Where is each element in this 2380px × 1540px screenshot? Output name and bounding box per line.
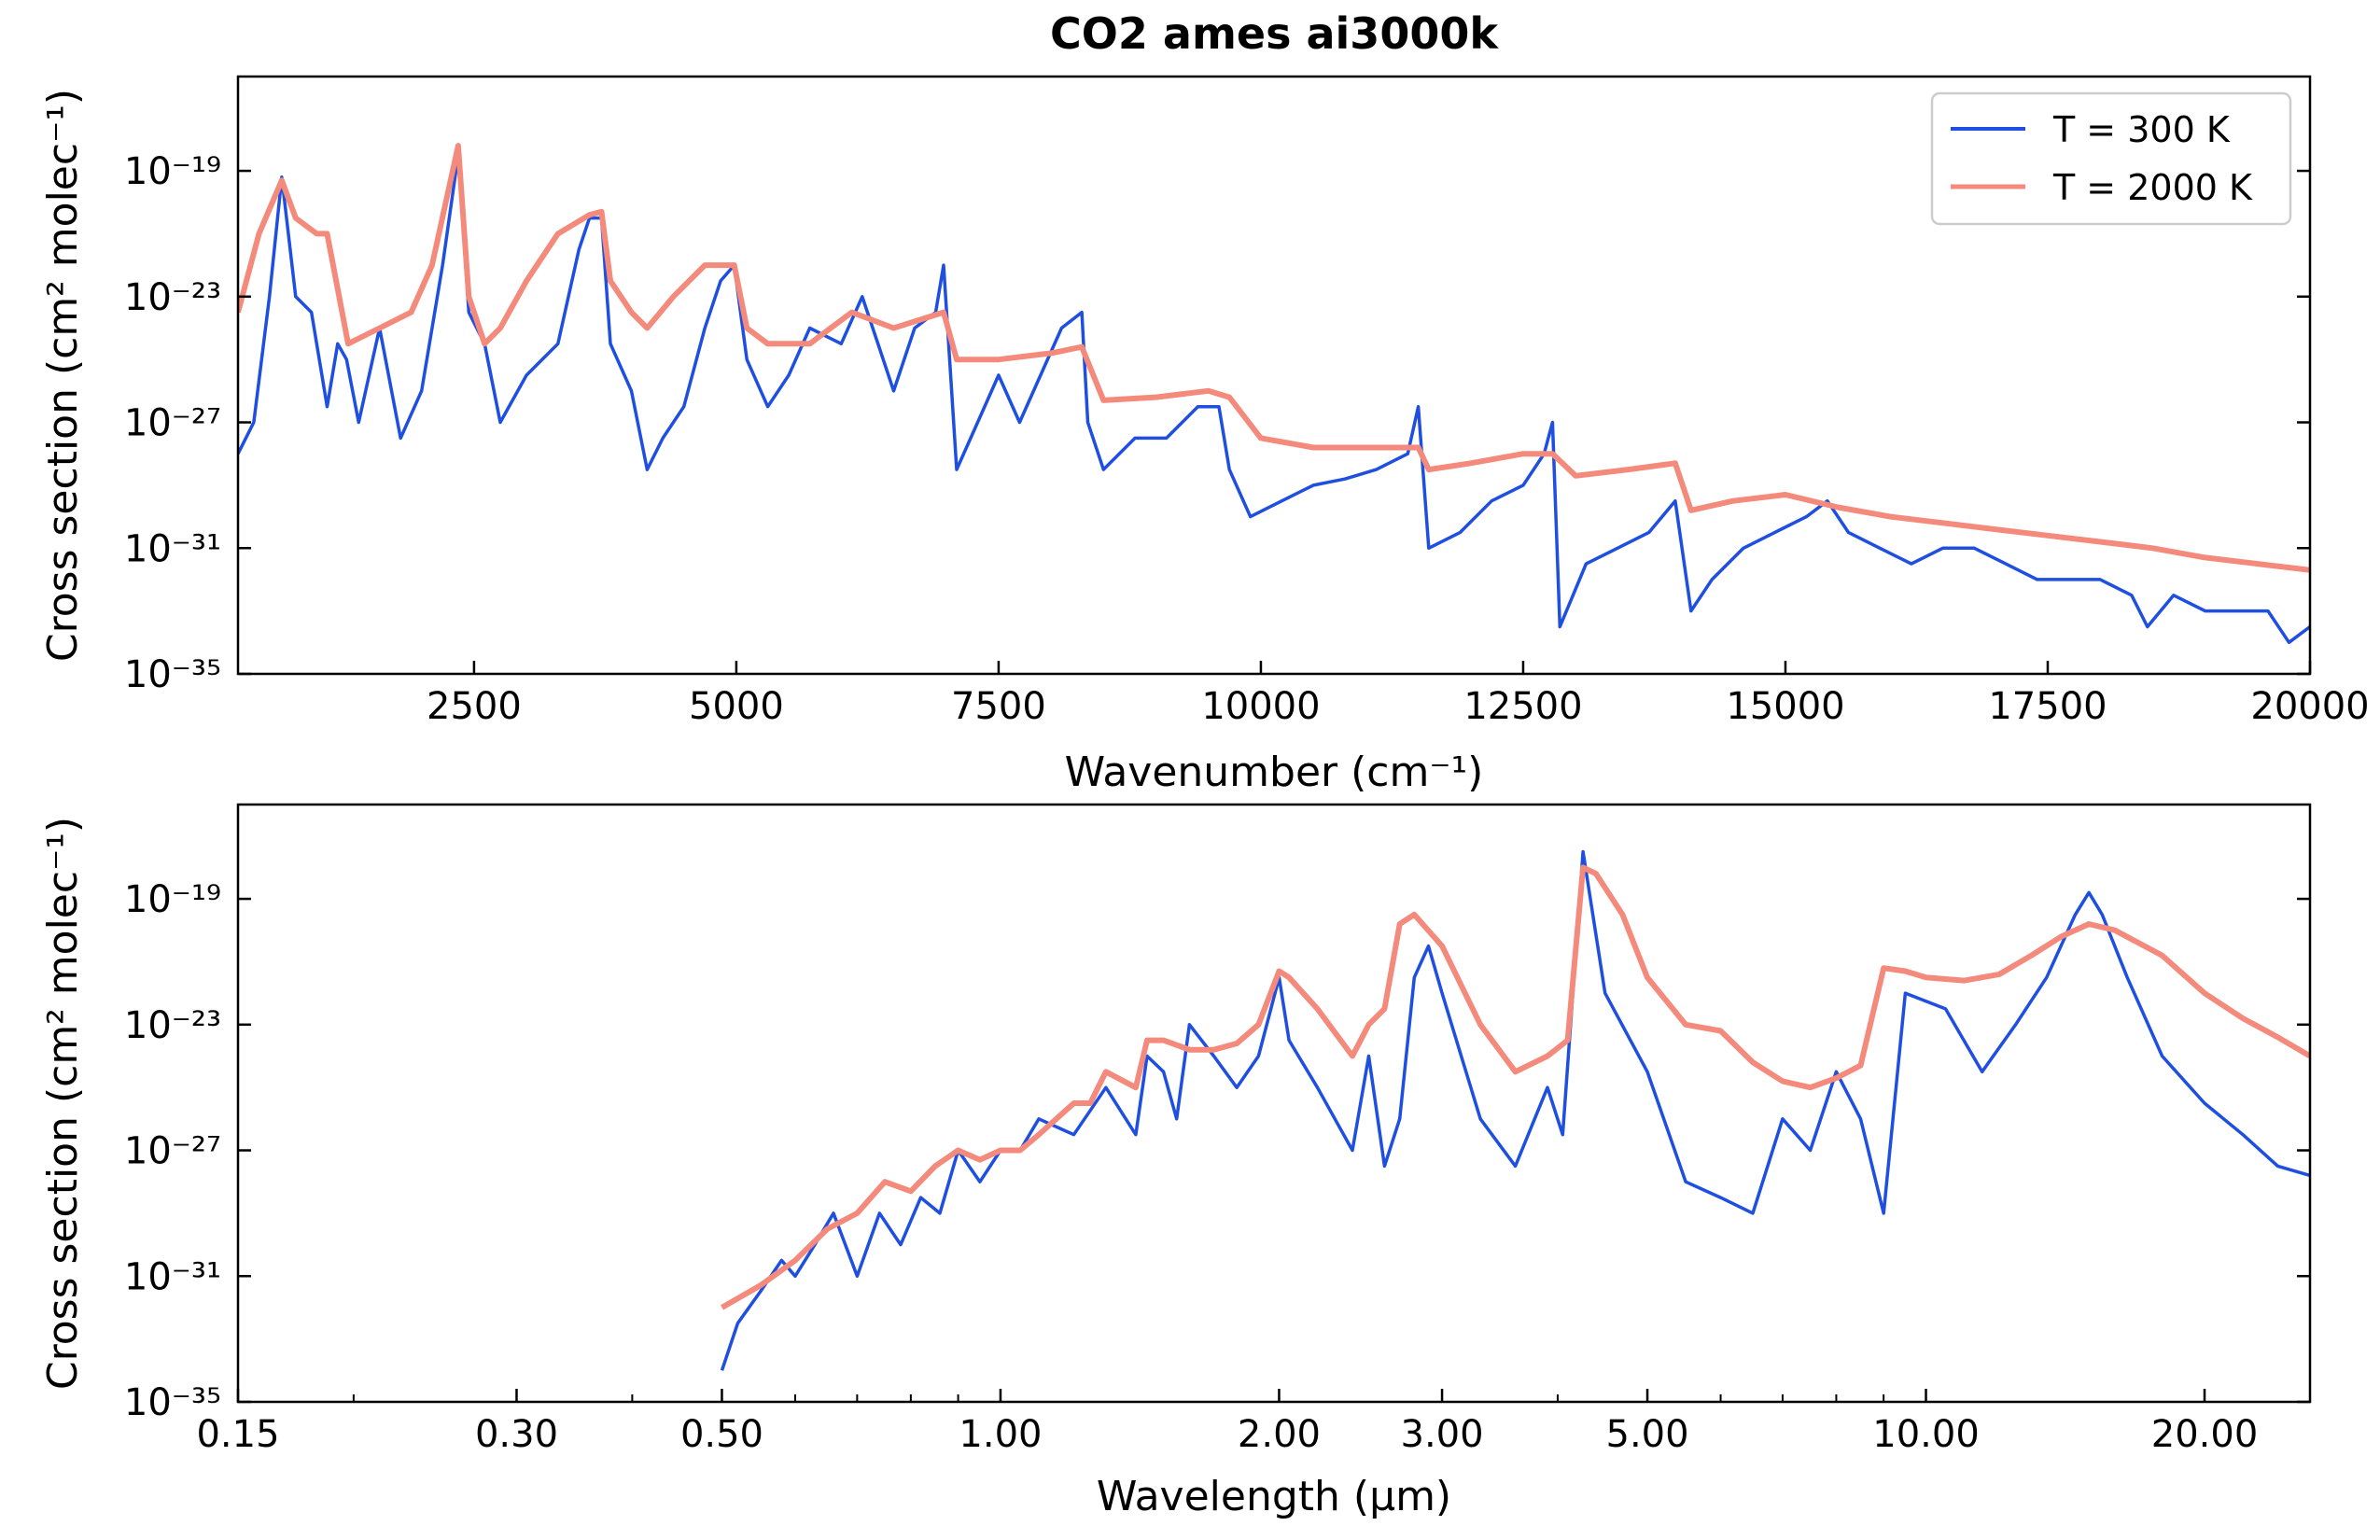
wavenumber-tick-group: 10⁻³⁵ 10⁻³¹ 10⁻²⁷ 10⁻²³ 10⁻¹⁹ 2500 5000 7500 100… bbox=[124, 150, 2370, 728]
series-300k-line-0 bbox=[238, 153, 2310, 645]
wavenumber-panel: 10⁻³⁵ 10⁻³¹ 10⁻²⁷ 10⁻²³ 10⁻¹⁹ 2500 5000 7500 100… bbox=[39, 75, 2370, 796]
x-tick-label: 0.15 bbox=[196, 1413, 279, 1456]
wavelength-y-axis-label: Cross section (cm² molec⁻¹) bbox=[39, 817, 87, 1390]
y-tick-label: 10⁻³⁵ bbox=[124, 1381, 221, 1424]
legend: T = 300 K T = 2000 K bbox=[1930, 91, 2292, 226]
wavelength-panel: 10⁻³⁵ 10⁻³¹ 10⁻²⁷ 10⁻²³ 10⁻¹⁹ 0.15 0.30 0.50 1.0… bbox=[39, 803, 2312, 1520]
x-tick-label: 5000 bbox=[689, 685, 784, 728]
y-tick-label: 10⁻²³ bbox=[124, 1004, 221, 1047]
x-tick-label: 7500 bbox=[951, 685, 1046, 728]
legend-label-2000k: T = 2000 K bbox=[2052, 167, 2253, 208]
wavelength-x-axis-label: Wavelength (μm) bbox=[1097, 1473, 1451, 1520]
wavenumber-y-axis-label: Cross section (cm² molec⁻¹) bbox=[39, 89, 87, 662]
y-tick-label: 10⁻¹⁹ bbox=[124, 878, 221, 921]
wavelength-plot-frame bbox=[236, 803, 2312, 1404]
y-tick-label: 10⁻²⁷ bbox=[124, 1130, 221, 1173]
x-tick-label: 2.00 bbox=[1238, 1413, 1321, 1456]
series-300k-line-1 bbox=[720, 849, 2310, 1371]
y-tick-label: 10⁻³¹ bbox=[124, 527, 221, 570]
legend-label-300k: T = 300 K bbox=[2052, 109, 2231, 150]
x-tick-label: 10.00 bbox=[1872, 1413, 1980, 1456]
x-tick-label: 2500 bbox=[427, 685, 522, 728]
wavelength-series-group bbox=[720, 849, 2310, 1371]
wavenumber-series-group bbox=[238, 143, 2310, 645]
y-tick-label: 10⁻²³ bbox=[124, 276, 221, 319]
x-tick-label: 0.30 bbox=[475, 1413, 558, 1456]
x-tick-label: 10000 bbox=[1201, 685, 1320, 728]
figure-title: CO2 ames ai3000k bbox=[1050, 8, 1499, 59]
series-2000k-line-1 bbox=[721, 864, 2310, 1310]
y-tick-label: 10⁻³¹ bbox=[124, 1255, 221, 1298]
x-tick-label: 1.00 bbox=[959, 1413, 1042, 1456]
series-2000k-line-0 bbox=[238, 143, 2310, 573]
x-tick-label: 20000 bbox=[2250, 685, 2369, 728]
y-tick-label: 10⁻²⁷ bbox=[124, 402, 221, 445]
x-tick-label: 3.00 bbox=[1401, 1413, 1484, 1456]
x-tick-label: 15000 bbox=[1726, 685, 1844, 728]
x-tick-label: 12500 bbox=[1463, 685, 1582, 728]
x-tick-label: 17500 bbox=[1988, 685, 2107, 728]
wavelength-tick-group: 10⁻³⁵ 10⁻³¹ 10⁻²⁷ 10⁻²³ 10⁻¹⁹ 0.15 0.30 0.50 1.0… bbox=[124, 878, 2310, 1456]
y-tick-label: 10⁻¹⁹ bbox=[124, 150, 221, 193]
x-tick-label: 20.00 bbox=[2151, 1413, 2259, 1456]
y-tick-label: 10⁻³⁵ bbox=[124, 653, 221, 696]
wavenumber-plot-frame bbox=[236, 75, 2312, 676]
legend-box bbox=[1930, 91, 2292, 226]
x-tick-label: 5.00 bbox=[1606, 1413, 1689, 1456]
wavenumber-x-axis-label: Wavenumber (cm⁻¹) bbox=[1065, 749, 1484, 796]
x-tick-label: 0.50 bbox=[680, 1413, 763, 1456]
